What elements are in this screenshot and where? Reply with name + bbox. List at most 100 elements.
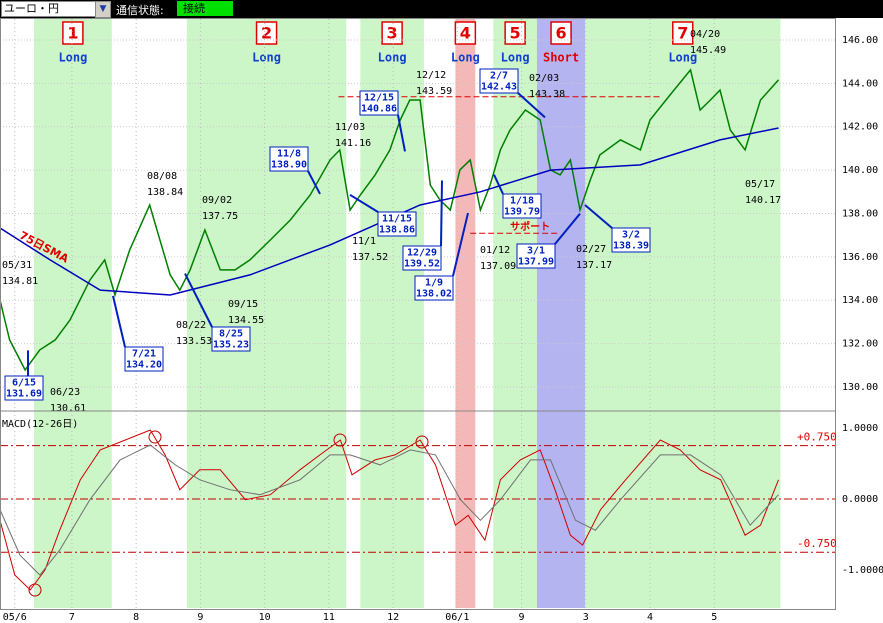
reference-label: -0.750 bbox=[797, 537, 837, 550]
zone bbox=[455, 19, 476, 608]
annotation-date: 09/15 bbox=[228, 299, 258, 310]
annotation-date: 12/15 bbox=[364, 93, 394, 104]
annotation-price: 138.39 bbox=[613, 241, 649, 252]
annotation-price: 134.55 bbox=[228, 315, 264, 326]
zone bbox=[536, 19, 586, 608]
annotation-date: 02/03 bbox=[529, 73, 559, 84]
toolbar: ユーロ・円 ▼ 通信状態: 接続 bbox=[0, 0, 883, 18]
zone-label: Long bbox=[501, 51, 530, 65]
annotation-date: 11/03 bbox=[335, 122, 365, 133]
zone-label: Long bbox=[451, 51, 480, 65]
cross-marker bbox=[415, 435, 429, 449]
zone-label: Long bbox=[378, 51, 407, 65]
y-tick-label: 146.00 bbox=[842, 35, 878, 46]
y-tick-label: 144.00 bbox=[842, 78, 878, 89]
x-tick-label: 7 bbox=[69, 612, 75, 623]
annotation-price: 140.86 bbox=[361, 104, 397, 115]
annotation-date: 11/15 bbox=[382, 214, 412, 225]
y-tick-label: 132.00 bbox=[842, 339, 878, 350]
annotation-price: 131.69 bbox=[6, 389, 42, 400]
annotation-date: 05/31 bbox=[2, 260, 32, 271]
cross-marker bbox=[148, 430, 162, 444]
annotation-date: 3/2 bbox=[622, 230, 640, 241]
annotation-box bbox=[611, 227, 651, 253]
annotation-box bbox=[402, 245, 442, 271]
zone-number: 1 bbox=[67, 24, 78, 43]
zone-label: Long bbox=[252, 51, 281, 65]
zone-number: 4 bbox=[460, 24, 471, 43]
x-tick-label: 9 bbox=[197, 612, 203, 623]
annotation-price: 130.61 bbox=[50, 403, 86, 414]
annotation-price: 133.53 bbox=[176, 336, 212, 347]
annotation-leader bbox=[517, 92, 546, 119]
x-tick-label: 4 bbox=[647, 612, 653, 623]
y-tick-label: -1.0000 bbox=[842, 565, 883, 576]
annotation-box bbox=[359, 90, 399, 116]
y-tick-label: 0.0000 bbox=[842, 494, 878, 505]
annotation-box bbox=[377, 211, 417, 237]
zone-label: Long bbox=[668, 51, 697, 65]
zone bbox=[585, 19, 781, 608]
annotation-leader bbox=[184, 273, 213, 328]
annotation-price: 140.17 bbox=[745, 195, 781, 206]
annotation-date: 05/17 bbox=[745, 179, 775, 190]
y-tick-label: 136.00 bbox=[842, 252, 878, 263]
zone-number-box bbox=[550, 21, 572, 45]
annotation-box bbox=[479, 68, 519, 94]
x-tick-label: 05/6 bbox=[3, 612, 27, 623]
y-tick-label: 134.00 bbox=[842, 295, 878, 306]
annotation-date: 08/08 bbox=[147, 171, 177, 182]
y-tick-label: 1.0000 bbox=[842, 423, 878, 434]
zone-number-box bbox=[62, 21, 84, 45]
annotation-leader bbox=[440, 180, 443, 247]
annotation-price: 141.16 bbox=[335, 138, 371, 149]
annotation-price: 135.23 bbox=[213, 340, 249, 351]
annotation-price: 138.86 bbox=[379, 225, 415, 236]
x-tick-label: 11 bbox=[323, 612, 335, 623]
level-label: サポート bbox=[510, 220, 550, 233]
annotation-price: 139.52 bbox=[404, 259, 440, 270]
annotation-leader bbox=[307, 170, 321, 195]
zone-number: 5 bbox=[510, 24, 521, 43]
annotation-box bbox=[502, 193, 542, 219]
zone-number-box bbox=[381, 21, 403, 45]
x-tick-label: 3 bbox=[583, 612, 589, 623]
reference-label: +0.750 bbox=[797, 431, 837, 444]
annotation-leader bbox=[112, 295, 126, 348]
series-line bbox=[0, 127, 779, 296]
annotation-price: 145.49 bbox=[690, 45, 726, 56]
status: 接続 bbox=[177, 1, 233, 16]
x-tick-label: 10 bbox=[259, 612, 271, 623]
annotation-date: 2/7 bbox=[490, 71, 508, 82]
annotation-date: 12/29 bbox=[407, 248, 437, 259]
annotation-price: 143.59 bbox=[416, 86, 452, 97]
zone bbox=[360, 19, 424, 608]
annotation-price: 137.75 bbox=[202, 211, 238, 222]
annotation-price: 138.84 bbox=[147, 187, 183, 198]
zone bbox=[493, 19, 537, 608]
annotation-date: 04/20 bbox=[690, 29, 720, 40]
zones: 1 Long 2 Long 3 Long 4 Long 5 Long 6 Short 7 Long bbox=[34, 19, 781, 608]
dropdown-button[interactable]: ▼ bbox=[95, 1, 111, 18]
annotation-date: 08/22 bbox=[176, 320, 206, 331]
zone-number-box bbox=[672, 21, 694, 45]
annotation-box bbox=[4, 375, 44, 401]
zone-number: 3 bbox=[387, 24, 398, 43]
series-line bbox=[0, 68, 780, 372]
annotation-date: 3/1 bbox=[527, 246, 545, 257]
macd-title: MACD(12-26日) bbox=[2, 419, 78, 430]
annotation-box bbox=[414, 275, 454, 301]
x-tick-label: 5 bbox=[711, 612, 717, 623]
annotation-date: 01/12 bbox=[480, 245, 510, 256]
y-tick-label: 130.00 bbox=[842, 382, 878, 393]
annotation-date: 02/27 bbox=[576, 244, 606, 255]
zone-number-box bbox=[454, 21, 477, 45]
annotation-leader bbox=[397, 114, 406, 152]
symbol-select[interactable]: ユーロ・円 bbox=[1, 1, 97, 17]
annotation-date: 06/23 bbox=[50, 387, 80, 398]
annotation-box bbox=[516, 243, 556, 269]
zone-label: Long bbox=[58, 51, 87, 65]
x-tick-label: 9 bbox=[519, 612, 525, 623]
